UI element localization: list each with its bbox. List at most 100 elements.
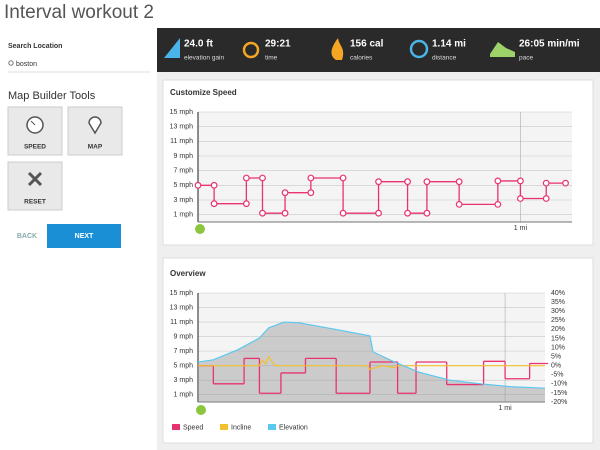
y-tick-label: 7 mph (174, 168, 194, 175)
legend-label: Speed (183, 424, 203, 431)
plots: Customize Speed 15 mph 13 mph 11 mph 9 mph 7 … (170, 88, 572, 431)
tool-label: SPEED (24, 144, 46, 151)
legend-swatch (220, 424, 228, 430)
speed-handle (259, 209, 266, 217)
chart-title: Overview (170, 269, 206, 278)
tools-title: Map Builder Tools (8, 90, 96, 102)
speed-handle (259, 174, 266, 182)
start-pin (196, 405, 206, 415)
y2-tick-label: 25% (551, 317, 565, 324)
x-tick-label: 1 mi (498, 405, 512, 412)
y2-tick-label: 20% (551, 326, 565, 333)
y-tick-label: 9 mph (174, 153, 194, 160)
speed-handle (307, 174, 315, 182)
speed-handle (423, 209, 431, 217)
speed-handle (542, 179, 550, 187)
speed-handle (194, 181, 202, 189)
speed-handle (242, 200, 250, 208)
calories-icon (331, 38, 344, 60)
y-tick-label: 13 mph (170, 124, 193, 131)
tool-button[interactable] (7, 161, 63, 211)
speed-handle (542, 195, 550, 202)
speed-handle (375, 178, 382, 186)
stat-value: 156 cal (350, 39, 384, 50)
legend-label: Incline (231, 424, 251, 431)
speed-handle (423, 178, 431, 186)
speed-handle (517, 195, 524, 202)
stats-bar (157, 28, 600, 72)
y2-tick-label: 10% (551, 344, 565, 351)
speed-needle (30, 120, 36, 126)
stat-label: elevation gain (184, 55, 224, 62)
search-icon (8, 60, 14, 66)
speed-handle (281, 209, 289, 217)
speed-handle (210, 181, 218, 189)
y2-tick-label: 40% (551, 290, 565, 297)
stat-label: calories (350, 55, 373, 62)
back-button[interactable]: BACK (17, 233, 37, 240)
stat-value: 29:21 (265, 39, 291, 50)
speed-tool[interactable]: SPEED (7, 106, 63, 156)
speed-handle (455, 200, 463, 208)
map-tool[interactable]: MAP (67, 106, 123, 156)
page-title: Interval workout 2 (4, 2, 154, 23)
y2-tick-label: 30% (551, 308, 565, 315)
start-pin[interactable] (195, 224, 205, 234)
x-tick-label: 1 mi (514, 225, 528, 232)
time-icon (242, 41, 260, 59)
search-label: Search Location (8, 43, 62, 50)
speed-handle (404, 178, 411, 186)
speed-handle (339, 209, 347, 217)
y-tick-label: 5 mph (174, 182, 194, 189)
speed-handle (517, 177, 524, 185)
y2-tick-label: -10% (551, 381, 567, 388)
speed-handle (562, 179, 569, 187)
reset-icon (27, 171, 43, 187)
distance-icon (409, 39, 429, 59)
speed-handle (455, 178, 463, 186)
search-input[interactable]: boston (16, 61, 37, 68)
tool-label: RESET (24, 199, 46, 206)
tool-label: MAP (88, 144, 103, 151)
legend-swatch (172, 424, 180, 430)
stat-label: time (265, 55, 278, 62)
y2-tick-label: 5% (551, 353, 561, 360)
speed-handle (281, 189, 289, 197)
speed-handle (307, 189, 315, 197)
chart-title: Customize Speed (170, 88, 237, 97)
next-label[interactable]: NEXT (75, 233, 94, 240)
plot-area (198, 293, 545, 402)
speed-handle (494, 177, 502, 185)
y-tick-label: 3 mph (174, 197, 194, 204)
speed-handle (375, 209, 382, 217)
stat-value: 26:05 min/mi (519, 39, 580, 50)
y2-tick-label: 0% (551, 363, 561, 370)
elevation-line (197, 321, 546, 389)
y2-tick-label: 15% (551, 335, 565, 342)
y-tick-label: 5 mph (174, 363, 194, 370)
y-tick-label: 1 mph (174, 212, 194, 219)
pace-icon (490, 42, 515, 57)
y-tick-label: 11 mph (170, 138, 193, 145)
elevation-icon (164, 38, 180, 58)
map-icon (88, 116, 102, 135)
speed-handle (494, 200, 502, 208)
next-button[interactable] (47, 224, 121, 248)
y2-tick-label: -5% (551, 372, 563, 379)
incline-line (198, 355, 545, 370)
speed-handle (339, 174, 347, 182)
reset-tool[interactable]: RESET (7, 161, 63, 211)
y-tick-label: 1 mph (174, 392, 194, 399)
y-tick-label: 13 mph (170, 304, 193, 311)
y2-tick-label: 35% (551, 299, 565, 306)
stat-value: 1.14 mi (432, 39, 466, 50)
y-tick-label: 11 mph (170, 319, 193, 326)
y-tick-label: 7 mph (174, 348, 194, 355)
stat-label: pace (519, 55, 533, 62)
speed-handle (210, 200, 218, 208)
y-tick-label: 15 mph (170, 109, 193, 116)
speed-handle (404, 209, 411, 217)
y-tick-label: 15 mph (170, 290, 193, 297)
speed-handle (242, 174, 250, 182)
